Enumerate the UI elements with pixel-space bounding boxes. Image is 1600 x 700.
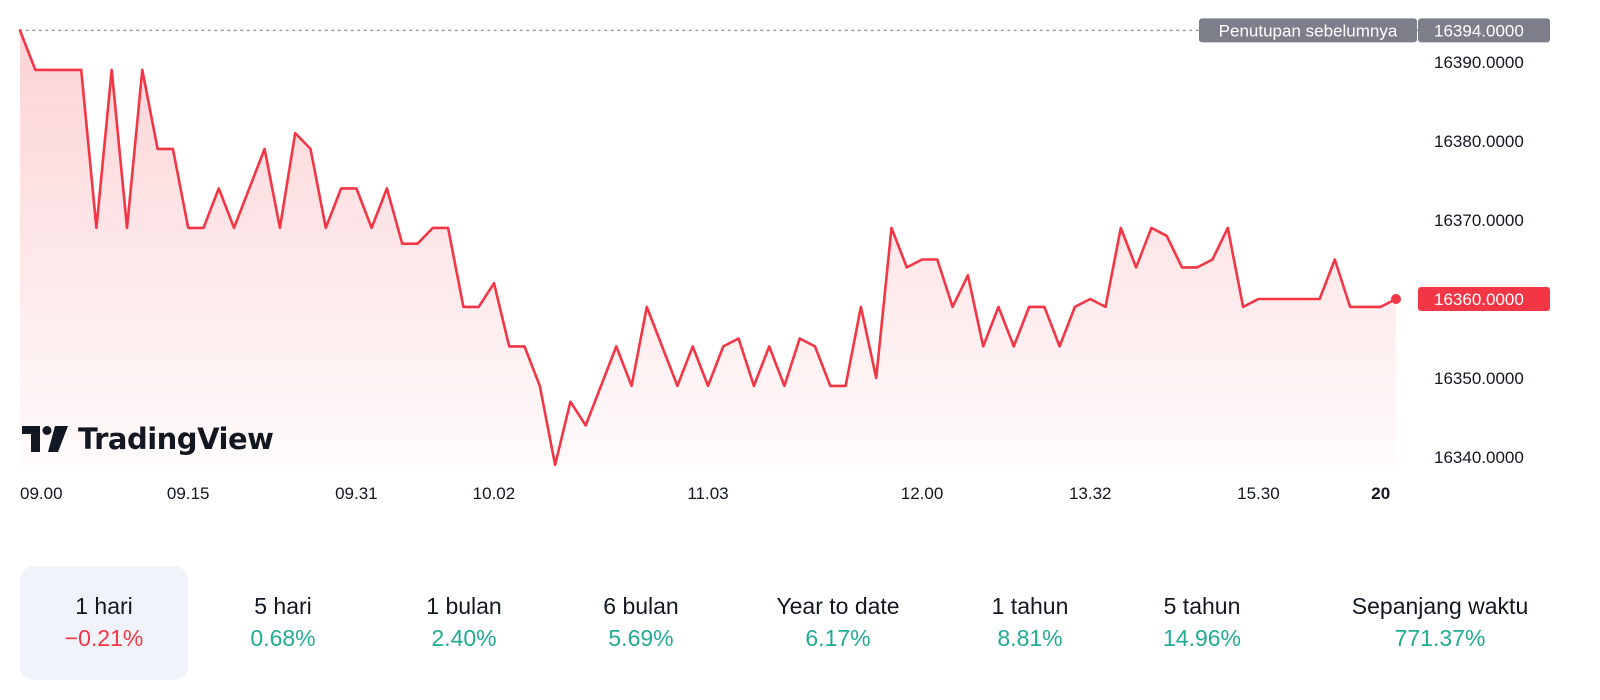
x-tick-label: 20	[1371, 484, 1390, 503]
period-change: 0.68%	[250, 625, 316, 651]
period-tab-year-to-date[interactable]: Year to date 6.17%	[748, 566, 928, 680]
period-tab-5-tahun[interactable]: 5 tahun 14.96%	[1122, 566, 1282, 680]
period-tabs: 1 hari −0.21% 5 hari 0.68% 1 bulan 2.40%…	[20, 566, 1580, 680]
period-label: 5 hari	[254, 593, 312, 619]
period-tab-1-tahun[interactable]: 1 tahun 8.81%	[950, 566, 1110, 680]
y-tick-label: 16390.0000	[1434, 53, 1524, 72]
period-tab-1-bulan[interactable]: 1 bulan 2.40%	[384, 566, 544, 680]
period-label: Sepanjang waktu	[1351, 593, 1529, 619]
period-label: 1 bulan	[426, 593, 502, 619]
x-tick-label: 13.32	[1069, 484, 1112, 503]
tradingview-logo: TradingView	[22, 422, 274, 456]
period-change: 6.17%	[805, 625, 871, 651]
x-tick-label: 10.02	[473, 484, 516, 503]
period-label: 5 tahun	[1163, 593, 1241, 619]
price-line	[18, 29, 1398, 467]
price-chart: 16390.0000 16380.0000 16370.0000 16360.0000…	[18, 18, 1550, 503]
period-change: 2.40%	[431, 625, 497, 651]
last-price-dot	[1391, 294, 1401, 304]
last-price-badge: 16360.0000	[1418, 287, 1550, 311]
x-tick-label: 09.00	[20, 484, 63, 503]
period-label: 1 tahun	[991, 593, 1069, 619]
period-change: 8.81%	[997, 625, 1063, 651]
last-price-value: 16360.0000	[1434, 290, 1524, 309]
period-change: 5.69%	[608, 625, 674, 651]
x-tick-label: 15.30	[1237, 484, 1280, 503]
period-tab-sepanjang-waktu[interactable]: Sepanjang waktu 771.37%	[1320, 566, 1560, 680]
period-tab-6-bulan[interactable]: 6 bulan 5.69%	[566, 566, 716, 680]
period-change: 771.37%	[1394, 625, 1486, 651]
tradingview-logo-text: TradingView	[78, 422, 274, 456]
x-tick-label: 11.03	[687, 484, 728, 503]
y-tick-label: 16350.0000	[1434, 369, 1524, 388]
chart-canvas: 16390.0000 16380.0000 16370.0000 16360.0000…	[18, 18, 1550, 503]
previous-close-label: Penutupan sebelumnya	[1219, 21, 1398, 40]
previous-close-badge: Penutupan sebelumnya 16394.0000	[1199, 18, 1550, 43]
y-tick-label: 16380.0000	[1434, 132, 1524, 151]
x-tick-label: 09.15	[167, 484, 210, 503]
period-label: 6 bulan	[603, 593, 679, 619]
period-change: −0.21%	[64, 625, 144, 651]
period-label: Year to date	[776, 593, 900, 619]
x-tick-label: 12.00	[901, 484, 944, 503]
y-tick-label: 16370.0000	[1434, 211, 1524, 230]
period-label: 1 hari	[75, 593, 133, 619]
tradingview-logo-icon	[22, 426, 68, 452]
price-area-fill	[20, 30, 1396, 466]
x-tick-label: 09.31	[335, 484, 378, 503]
y-tick-label: 16340.0000	[1434, 448, 1524, 467]
period-tab-5-hari[interactable]: 5 hari 0.68%	[206, 566, 360, 680]
previous-close-value: 16394.0000	[1434, 21, 1524, 40]
period-tab-1-hari[interactable]: 1 hari −0.21%	[20, 566, 188, 680]
period-change: 14.96%	[1162, 625, 1241, 651]
